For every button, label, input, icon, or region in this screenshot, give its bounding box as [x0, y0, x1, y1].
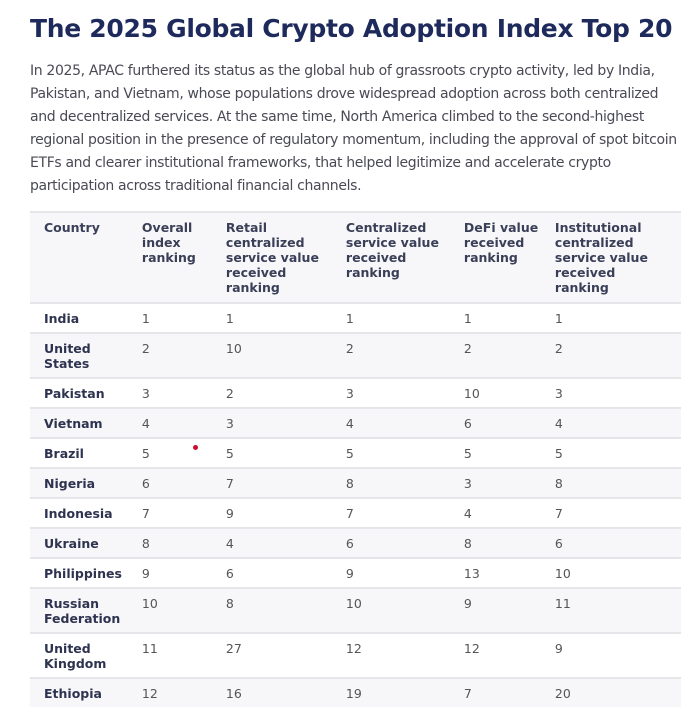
ranking-cell: 5 [141, 437, 226, 468]
country-cell: Russian Federation [30, 587, 142, 633]
ranking-cell: 8 [463, 527, 555, 558]
ranking-cell: 2 [345, 332, 464, 378]
country-cell: Brazil [30, 437, 142, 468]
table-row: Nigeria 6 7 8 3 8 [30, 467, 681, 498]
table-row: Russian Federation 10 8 10 9 11 [30, 587, 681, 633]
country-cell: Philippines [30, 557, 142, 588]
column-header: Overall index ranking [141, 211, 226, 303]
column-header: Institutional centralized service value … [554, 211, 681, 303]
ranking-cell: 12 [141, 677, 226, 707]
ranking-cell: 12 [463, 632, 555, 678]
ranking-cell: 2 [554, 332, 681, 378]
country-cell: Pakistan [30, 377, 142, 408]
ranking-cell: 4 [345, 407, 464, 438]
ranking-cell: 10 [141, 587, 226, 633]
adoption-index-table: Country Overall index ranking Retail centr… [30, 211, 681, 707]
ranking-cell: 2 [141, 332, 226, 378]
ranking-cell: 6 [225, 557, 346, 588]
ranking-cell: 11 [554, 587, 681, 633]
table-row: United States 2 10 2 2 2 [30, 332, 681, 378]
column-header: DeFi value received ranking [463, 211, 555, 303]
ranking-cell: 5 [554, 437, 681, 468]
table-row: Indonesia 7 9 7 4 7 [30, 497, 681, 528]
ranking-cell: 3 [345, 377, 464, 408]
ranking-cell: 2 [225, 377, 346, 408]
ranking-cell: 3 [463, 467, 555, 498]
ranking-cell: 8 [141, 527, 226, 558]
ranking-cell: 5 [345, 437, 464, 468]
country-cell: India [30, 302, 142, 333]
ranking-cell: 27 [225, 632, 346, 678]
ranking-cell: 1 [345, 302, 464, 333]
ranking-cell: 8 [345, 467, 464, 498]
ranking-cell: 5 [225, 437, 346, 468]
ranking-cell: 10 [345, 587, 464, 633]
ranking-cell: 9 [463, 587, 555, 633]
country-cell: Vietnam [30, 407, 142, 438]
table-row: Ukraine 8 4 6 8 6 [30, 527, 681, 558]
ranking-cell: 13 [463, 557, 555, 588]
column-header: Country [30, 211, 142, 303]
ranking-cell: 3 [225, 407, 346, 438]
ranking-cell: 1 [141, 302, 226, 333]
ranking-cell: 5 [463, 437, 555, 468]
ranking-cell: 7 [463, 677, 555, 707]
column-header: Retail centralized service value receive… [225, 211, 346, 303]
ranking-cell: 20 [554, 677, 681, 707]
country-cell: Indonesia [30, 497, 142, 528]
ranking-cell: 10 [225, 332, 346, 378]
table-row: Pakistan 3 2 3 10 3 [30, 377, 681, 408]
ranking-cell: 6 [345, 527, 464, 558]
ranking-cell: 19 [345, 677, 464, 707]
ranking-cell: 9 [225, 497, 346, 528]
table-row: Philippines 9 6 9 13 10 [30, 557, 681, 588]
ranking-cell: 9 [345, 557, 464, 588]
ranking-cell: 1 [225, 302, 346, 333]
ranking-cell: 6 [463, 407, 555, 438]
table-row: Vietnam 4 3 4 6 4 [30, 407, 681, 438]
ranking-cell: 11 [141, 632, 226, 678]
ranking-cell: 12 [345, 632, 464, 678]
ranking-cell: 9 [141, 557, 226, 588]
ranking-cell: 4 [141, 407, 226, 438]
ranking-cell: 7 [554, 497, 681, 528]
ranking-cell: 8 [554, 467, 681, 498]
red-dot-marker [193, 445, 198, 450]
country-cell: Nigeria [30, 467, 142, 498]
ranking-cell: 6 [554, 527, 681, 558]
ranking-cell: 4 [463, 497, 555, 528]
country-cell: United Kingdom [30, 632, 142, 678]
country-cell: United States [30, 332, 142, 378]
country-cell: Ukraine [30, 527, 142, 558]
ranking-cell: 7 [345, 497, 464, 528]
table-row: United Kingdom 11 27 12 12 9 [30, 632, 681, 678]
table-row: Brazil 5 5 5 5 5 [30, 437, 681, 468]
page-title: The 2025 Global Crypto Adoption Index To… [30, 14, 673, 43]
ranking-cell: 16 [225, 677, 346, 707]
ranking-cell: 1 [554, 302, 681, 333]
country-cell: Ethiopia [30, 677, 142, 707]
ranking-cell: 9 [554, 632, 681, 678]
ranking-cell: 7 [141, 497, 226, 528]
ranking-cell: 1 [463, 302, 555, 333]
ranking-cell: 4 [225, 527, 346, 558]
ranking-cell: 6 [141, 467, 226, 498]
ranking-cell: 2 [463, 332, 555, 378]
ranking-cell: 3 [554, 377, 681, 408]
ranking-cell: 10 [463, 377, 555, 408]
table-row: Ethiopia 12 16 19 7 20 [30, 677, 681, 707]
table-header-row: Country Overall index ranking Retail centr… [30, 211, 681, 303]
ranking-cell: 10 [554, 557, 681, 588]
ranking-cell: 4 [554, 407, 681, 438]
intro-paragraph: In 2025, APAC furthered its status as th… [30, 63, 677, 194]
ranking-cell: 8 [225, 587, 346, 633]
ranking-cell: 7 [225, 467, 346, 498]
ranking-cell: 3 [141, 377, 226, 408]
column-header: Centralized service value received ranki… [345, 211, 464, 303]
table-row: India 1 1 1 1 1 [30, 302, 681, 333]
